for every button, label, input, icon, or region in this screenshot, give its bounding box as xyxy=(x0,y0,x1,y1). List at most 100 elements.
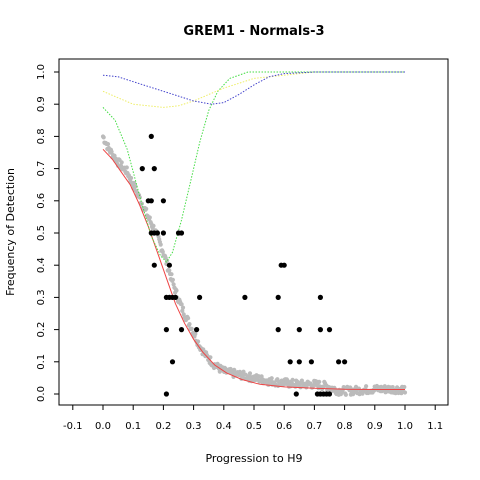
x-tick-label: 0.2 xyxy=(155,421,171,432)
gray-point xyxy=(290,377,295,382)
x-tick-label: 0.8 xyxy=(337,421,353,432)
data-point xyxy=(151,262,157,268)
data-point xyxy=(197,294,203,300)
data-point xyxy=(172,294,179,300)
gray-point xyxy=(215,361,220,366)
data-point xyxy=(178,327,185,333)
x-tick-label: 1.0 xyxy=(397,421,413,432)
data-point xyxy=(275,327,281,333)
axes: -0.1 0.0 0.1 0.2 0.3 0.4 0.5 0.6 0.7 0.8 0.9 1.0 1.1… xyxy=(36,64,443,432)
chart-title: GREM1 - Normals-3 xyxy=(183,24,324,39)
gray-point xyxy=(174,288,179,293)
gray-point xyxy=(124,165,129,170)
y-tick-label: 0.8 xyxy=(36,128,47,144)
data-point xyxy=(296,327,302,333)
data-point xyxy=(148,133,154,139)
gray-point xyxy=(119,160,124,165)
y-tick-label: 0.9 xyxy=(36,96,47,112)
gray-point xyxy=(133,184,138,189)
gray-point xyxy=(193,331,198,337)
x-tick-label: 0.5 xyxy=(246,421,262,432)
gray-point xyxy=(179,302,184,307)
gray-point xyxy=(105,142,111,147)
gray-point xyxy=(189,326,194,331)
y-tick-label: 0.5 xyxy=(36,225,47,241)
data-point xyxy=(242,294,248,300)
y-tick-label: 0.4 xyxy=(36,257,47,273)
data-point xyxy=(166,262,172,268)
gray-point xyxy=(171,282,176,287)
x-tick-label: 0.0 xyxy=(95,421,111,432)
gray-point xyxy=(364,384,369,389)
x-tick-label: 0.1 xyxy=(125,421,141,432)
data-point xyxy=(317,327,323,333)
plot-area xyxy=(100,71,408,397)
data-point xyxy=(151,166,157,172)
x-tick-label: 0.9 xyxy=(367,421,383,432)
data-point xyxy=(178,230,185,236)
data-point xyxy=(317,294,323,300)
gray-point xyxy=(158,242,163,247)
gray-point xyxy=(137,195,142,200)
gray-point xyxy=(399,391,404,396)
data-point xyxy=(296,359,302,365)
data-point xyxy=(308,359,314,365)
y-tick-label: 0.3 xyxy=(36,289,47,305)
data-point xyxy=(160,198,166,204)
data-point xyxy=(336,359,342,365)
x-tick-label: 0.7 xyxy=(306,421,322,432)
gray-point xyxy=(101,135,106,140)
gray-point xyxy=(167,268,172,273)
y-tick-label: 0.6 xyxy=(36,193,47,209)
fit-curve-line xyxy=(102,148,405,390)
gray-point xyxy=(186,316,191,321)
gray-point xyxy=(151,223,156,228)
data-point xyxy=(326,327,333,333)
gray-point xyxy=(269,376,274,381)
gray-point xyxy=(160,249,165,254)
gray-point xyxy=(196,339,201,344)
data-point xyxy=(148,198,154,204)
x-tick-label: 1.1 xyxy=(427,421,443,432)
gray-point xyxy=(170,277,175,282)
data-point xyxy=(169,359,176,365)
gray-point xyxy=(402,384,407,390)
gray-point xyxy=(293,384,298,389)
data-point xyxy=(139,166,145,172)
y-tick-label: 0.7 xyxy=(36,161,47,177)
y-tick-label: 0.1 xyxy=(36,354,47,370)
gray-point xyxy=(402,390,408,395)
data-point xyxy=(154,230,160,236)
data-point xyxy=(281,262,287,268)
x-tick-label: 0.3 xyxy=(186,421,202,432)
x-axis-label: Progression to H9 xyxy=(205,452,302,465)
data-point xyxy=(163,327,169,333)
gray-point xyxy=(169,272,174,277)
gray-point xyxy=(109,149,114,154)
gray-point xyxy=(147,215,152,220)
gray-point xyxy=(343,392,348,397)
gray-point xyxy=(131,180,137,186)
gray-point xyxy=(317,379,322,384)
y-tick-label: 0.2 xyxy=(36,322,47,338)
x-tick-label: -0.1 xyxy=(63,421,83,432)
gray-point xyxy=(180,305,186,310)
black-points xyxy=(139,133,348,397)
y-tick-label: 0.0 xyxy=(36,386,47,402)
data-point xyxy=(326,391,333,397)
gray-point xyxy=(285,378,290,383)
x-tick-label: 0.6 xyxy=(276,421,292,432)
gray-point xyxy=(247,371,253,376)
data-point xyxy=(194,327,200,333)
data-point xyxy=(160,230,166,236)
data-point xyxy=(287,359,293,365)
gray-point xyxy=(129,175,134,181)
gray-point xyxy=(144,206,149,211)
data-point xyxy=(293,391,299,397)
gray-point xyxy=(208,355,213,360)
y-axis-label: Frequency of Detection xyxy=(4,168,17,296)
data-point xyxy=(163,391,169,397)
data-point xyxy=(342,359,348,365)
